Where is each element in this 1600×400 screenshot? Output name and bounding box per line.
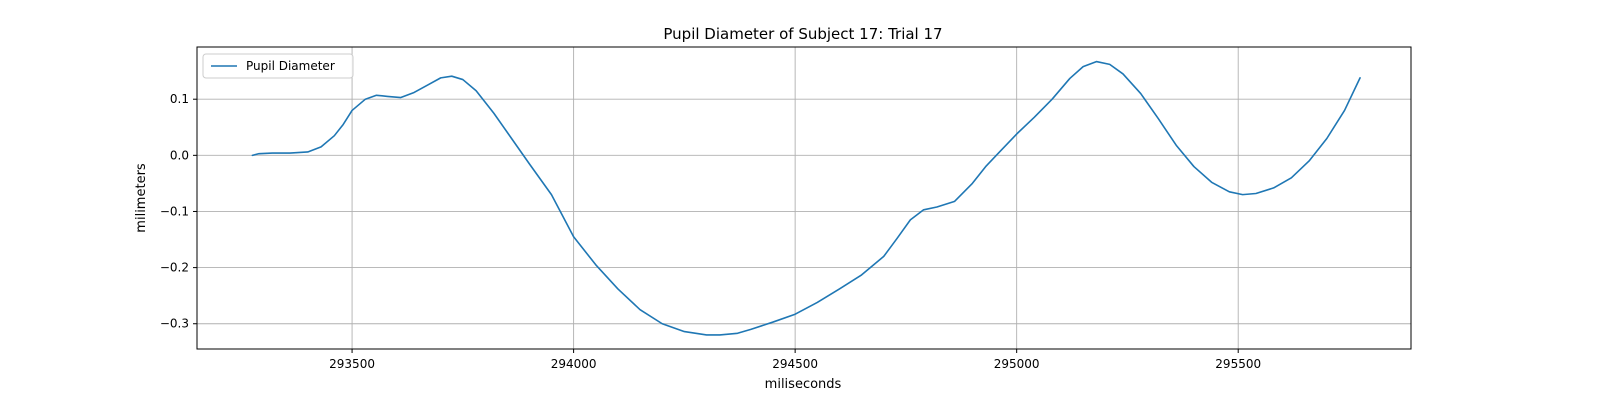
series-layer	[251, 60, 1361, 336]
y-tick-label: −0.2	[160, 261, 189, 275]
legend: Pupil Diameter	[202, 53, 354, 79]
legend-box	[202, 53, 354, 79]
x-tick-label: 295000	[994, 357, 1040, 371]
y-axis-label: milimeters	[134, 163, 149, 233]
y-tick-label: 0.0	[170, 148, 189, 162]
plot-frame	[196, 46, 1412, 350]
x-tick-label: 293500	[329, 357, 375, 371]
legend-label: Pupil Diameter	[246, 59, 335, 73]
x-tick-label: 295500	[1215, 357, 1261, 371]
y-tick-label: −0.1	[160, 204, 189, 218]
x-tick-label: 294500	[772, 357, 818, 371]
x-axis-label: miliseconds	[765, 377, 842, 392]
y-tick-label: −0.3	[160, 317, 189, 331]
series-line-pupil-diameter	[251, 60, 1361, 336]
x-tick-label: 294000	[551, 357, 597, 371]
grid-layer	[197, 47, 1411, 349]
y-tick-label: 0.1	[170, 92, 189, 106]
chart-title: Pupil Diameter of Subject 17: Trial 17	[663, 25, 942, 43]
ticks-layer: 293500 294000 294500 295000 295500 −0.3 −0.2 −0…	[160, 92, 1261, 371]
